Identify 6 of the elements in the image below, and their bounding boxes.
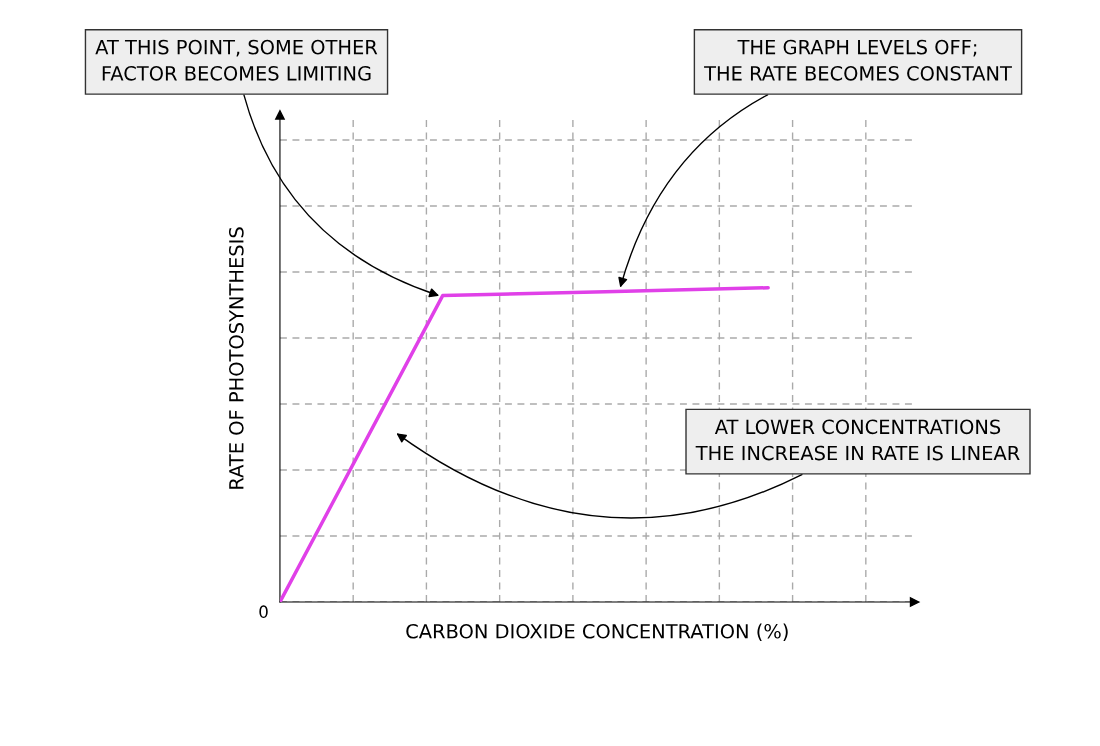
text: 0 — [259, 605, 268, 618]
annotation: AT LOWER CONCENTRATIONS THE INCREASE IN RATE IS LINEAR — [695, 419, 1020, 461]
text: AT THIS POINT, SOME OTHER FACTOR BECOMES LIMITING — [95, 39, 378, 81]
y-axis-title: RATE OF PHOTOSYNTHESIS — [228, 227, 244, 489]
x-axis-title: CARBON DIOXIDE CONCENTRATION (%) — [406, 623, 788, 641]
text: THE GRAPH LEVELS OFF; THE RATE BECOMES CONSTANT — [704, 39, 1012, 81]
